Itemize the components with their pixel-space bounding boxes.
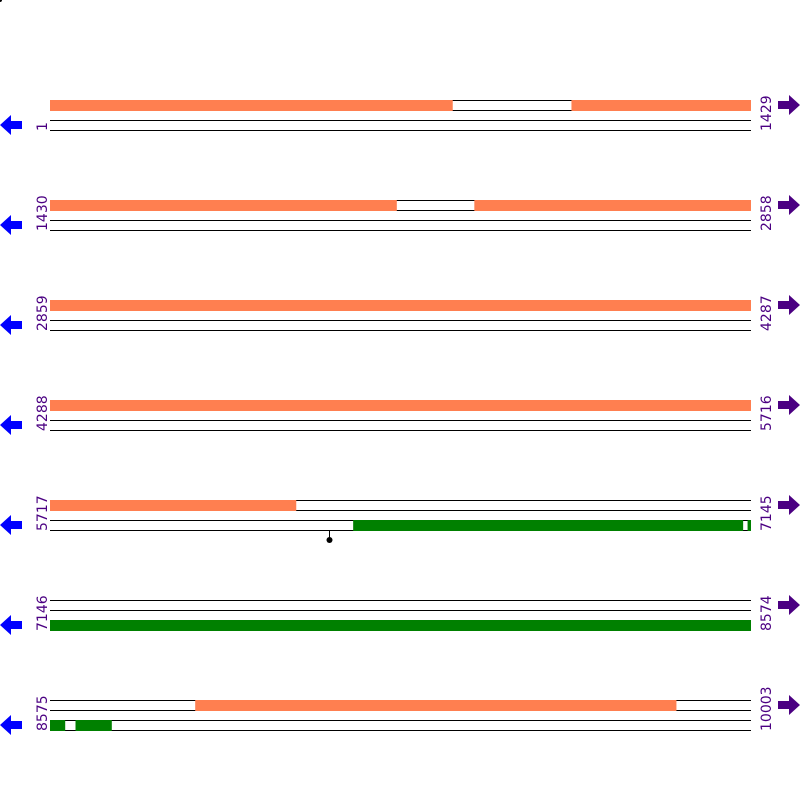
bottom-feature <box>50 620 751 631</box>
arrow-right-icon <box>778 495 800 515</box>
bottom-feature <box>50 720 66 731</box>
row-end-label: 10003 <box>759 686 775 731</box>
row-end-label: 5716 <box>759 395 775 431</box>
row-start-label: 7146 <box>35 595 51 631</box>
arrow-left-icon <box>0 215 22 235</box>
row-start-label: 5717 <box>35 495 51 531</box>
arrow-right-icon <box>778 395 800 415</box>
row-start-label: 8575 <box>35 695 51 731</box>
arrow-right-icon <box>778 295 800 315</box>
top-feature <box>50 500 297 511</box>
arrow-left-icon <box>0 115 22 135</box>
marker-dot <box>326 537 333 543</box>
bottom-feature <box>75 720 112 731</box>
arrow-left-icon <box>0 615 22 635</box>
bottom-feature <box>353 520 744 531</box>
corner-dot <box>0 0 2 2</box>
row-start-label: 1430 <box>35 195 51 231</box>
top-feature <box>50 200 397 211</box>
top-feature <box>50 100 453 111</box>
row-end-label: 2858 <box>759 195 775 231</box>
arrow-right-icon <box>778 95 800 115</box>
top-feature <box>195 700 677 711</box>
arrow-left-icon <box>0 315 22 335</box>
row-end-label: 7145 <box>759 495 775 531</box>
row-start-label: 1 <box>35 122 51 131</box>
arrow-left-icon <box>0 515 22 535</box>
row-start-label: 4288 <box>35 395 51 431</box>
row-start-label: 2859 <box>35 295 51 331</box>
row-end-label: 4287 <box>759 295 775 331</box>
arrow-left-icon <box>0 415 22 435</box>
row-end-label: 8574 <box>759 595 775 631</box>
arrow-right-icon <box>778 195 800 215</box>
top-feature <box>50 300 751 311</box>
top-feature <box>474 200 751 211</box>
arrow-right-icon <box>778 695 800 715</box>
top-feature <box>571 100 751 111</box>
row-end-label: 1429 <box>759 95 775 131</box>
top-feature <box>50 400 751 411</box>
arrow-left-icon <box>0 715 22 735</box>
bottom-feature <box>747 520 751 531</box>
arrow-right-icon <box>778 595 800 615</box>
